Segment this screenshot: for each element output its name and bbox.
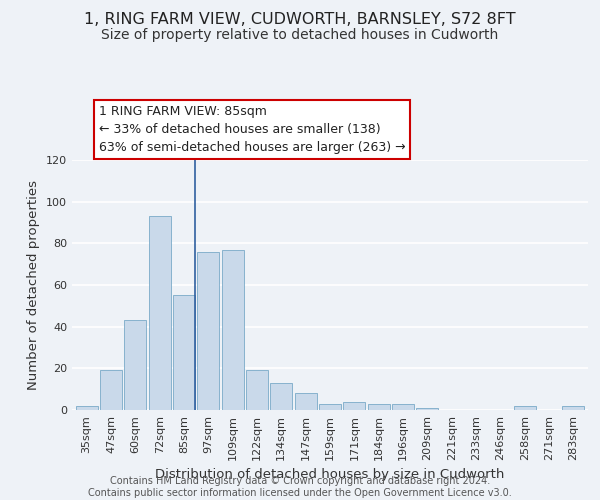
Bar (76, 406, 98, 410)
Bar (368, 404, 389, 410)
Bar (295, 394, 317, 410)
Bar (416, 408, 439, 410)
Bar (514, 406, 536, 410)
Bar (221, 250, 244, 410)
Text: Size of property relative to detached houses in Cudworth: Size of property relative to detached ho… (101, 28, 499, 42)
Bar (100, 370, 122, 410)
Bar (562, 406, 584, 410)
Text: 1 RING FARM VIEW: 85sqm
← 33% of detached houses are smaller (138)
63% of semi-d: 1 RING FARM VIEW: 85sqm ← 33% of detache… (99, 105, 406, 154)
Bar (271, 383, 292, 410)
Text: Contains HM Land Registry data © Crown copyright and database right 2024.: Contains HM Land Registry data © Crown c… (110, 476, 490, 486)
Bar (392, 404, 414, 410)
Text: 1, RING FARM VIEW, CUDWORTH, BARNSLEY, S72 8FT: 1, RING FARM VIEW, CUDWORTH, BARNSLEY, S… (84, 12, 516, 28)
Bar (197, 252, 219, 410)
Bar (124, 320, 146, 410)
Y-axis label: Number of detached properties: Number of detached properties (28, 180, 40, 390)
Bar (343, 402, 365, 410)
Text: Contains public sector information licensed under the Open Government Licence v3: Contains public sector information licen… (88, 488, 512, 498)
X-axis label: Distribution of detached houses by size in Cudworth: Distribution of detached houses by size … (155, 468, 505, 481)
Bar (173, 296, 195, 410)
Bar (149, 216, 170, 410)
Bar (319, 404, 341, 410)
Bar (246, 370, 268, 410)
